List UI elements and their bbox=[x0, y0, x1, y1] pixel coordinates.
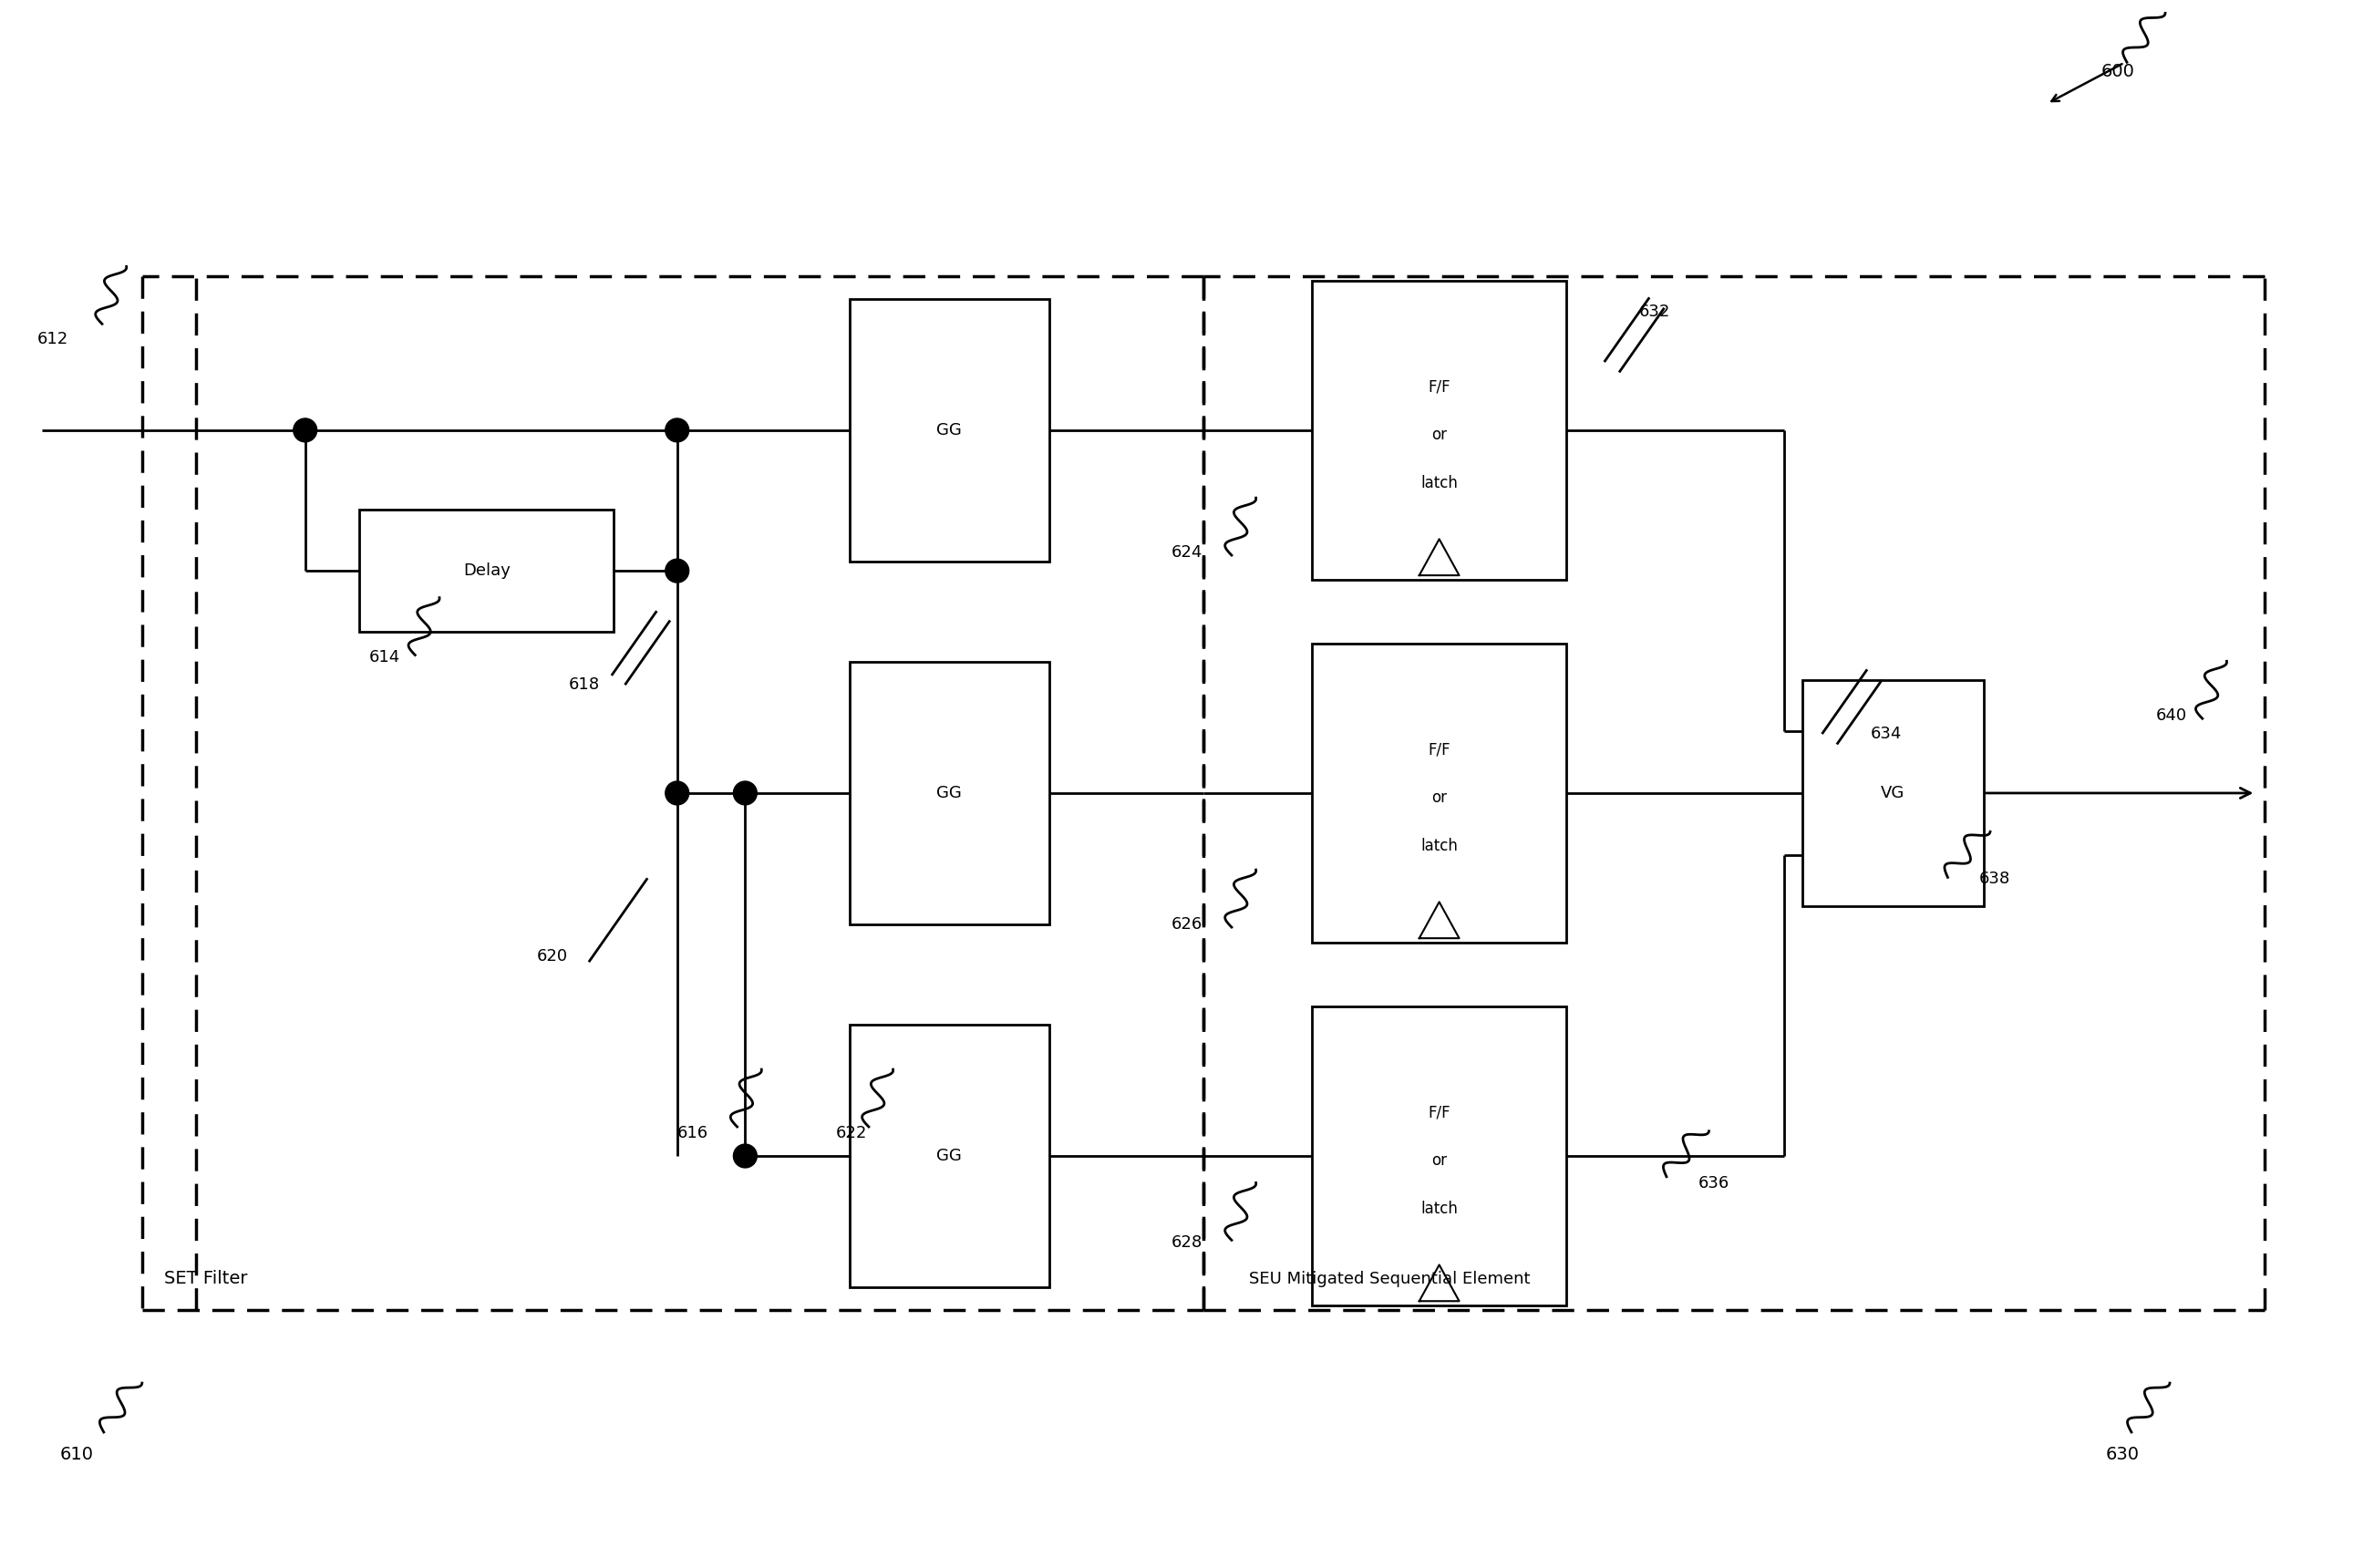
Text: SET Filter: SET Filter bbox=[164, 1270, 247, 1287]
Text: 634: 634 bbox=[1871, 726, 1902, 742]
Bar bbox=[1313, 281, 1567, 580]
Text: or: or bbox=[1432, 426, 1448, 442]
Text: GG: GG bbox=[938, 786, 961, 801]
Text: 624: 624 bbox=[1173, 544, 1204, 561]
Text: 616: 616 bbox=[677, 1126, 707, 1142]
Text: 636: 636 bbox=[1697, 1174, 1728, 1192]
Text: 628: 628 bbox=[1173, 1234, 1204, 1250]
Text: 632: 632 bbox=[1638, 304, 1671, 320]
Text: Delay: Delay bbox=[463, 563, 510, 579]
Text: 640: 640 bbox=[2156, 707, 2186, 724]
Text: F/F: F/F bbox=[1429, 742, 1451, 757]
Circle shape bbox=[665, 781, 688, 804]
Text: 622: 622 bbox=[836, 1126, 867, 1142]
Text: F/F: F/F bbox=[1429, 1104, 1451, 1121]
Bar bbox=[358, 510, 612, 632]
Text: latch: latch bbox=[1420, 837, 1458, 855]
Text: 610: 610 bbox=[59, 1446, 95, 1463]
Text: or: or bbox=[1432, 789, 1448, 806]
Text: 638: 638 bbox=[1980, 872, 2011, 887]
Text: or: or bbox=[1432, 1152, 1448, 1168]
Circle shape bbox=[665, 419, 688, 442]
Bar bbox=[1802, 679, 1985, 906]
Text: 626: 626 bbox=[1173, 916, 1204, 933]
Bar bbox=[1313, 1007, 1567, 1306]
Text: 612: 612 bbox=[38, 331, 69, 348]
Text: 600: 600 bbox=[2101, 63, 2134, 80]
Text: 630: 630 bbox=[2106, 1446, 2139, 1463]
Circle shape bbox=[665, 560, 688, 583]
Circle shape bbox=[294, 419, 318, 442]
Text: 618: 618 bbox=[567, 676, 598, 693]
Text: VG: VG bbox=[1880, 786, 1904, 801]
Bar bbox=[850, 298, 1049, 561]
Bar bbox=[1313, 643, 1567, 942]
Bar bbox=[850, 1024, 1049, 1287]
Text: GG: GG bbox=[938, 1148, 961, 1163]
Circle shape bbox=[734, 781, 757, 804]
Text: latch: latch bbox=[1420, 475, 1458, 491]
Bar bbox=[850, 662, 1049, 925]
Text: 620: 620 bbox=[537, 949, 567, 964]
Text: F/F: F/F bbox=[1429, 378, 1451, 395]
Circle shape bbox=[734, 1145, 757, 1168]
Text: 614: 614 bbox=[368, 649, 399, 665]
Text: SEU Mitigated Sequential Element: SEU Mitigated Sequential Element bbox=[1249, 1272, 1529, 1287]
Text: GG: GG bbox=[938, 422, 961, 439]
Text: latch: latch bbox=[1420, 1201, 1458, 1217]
